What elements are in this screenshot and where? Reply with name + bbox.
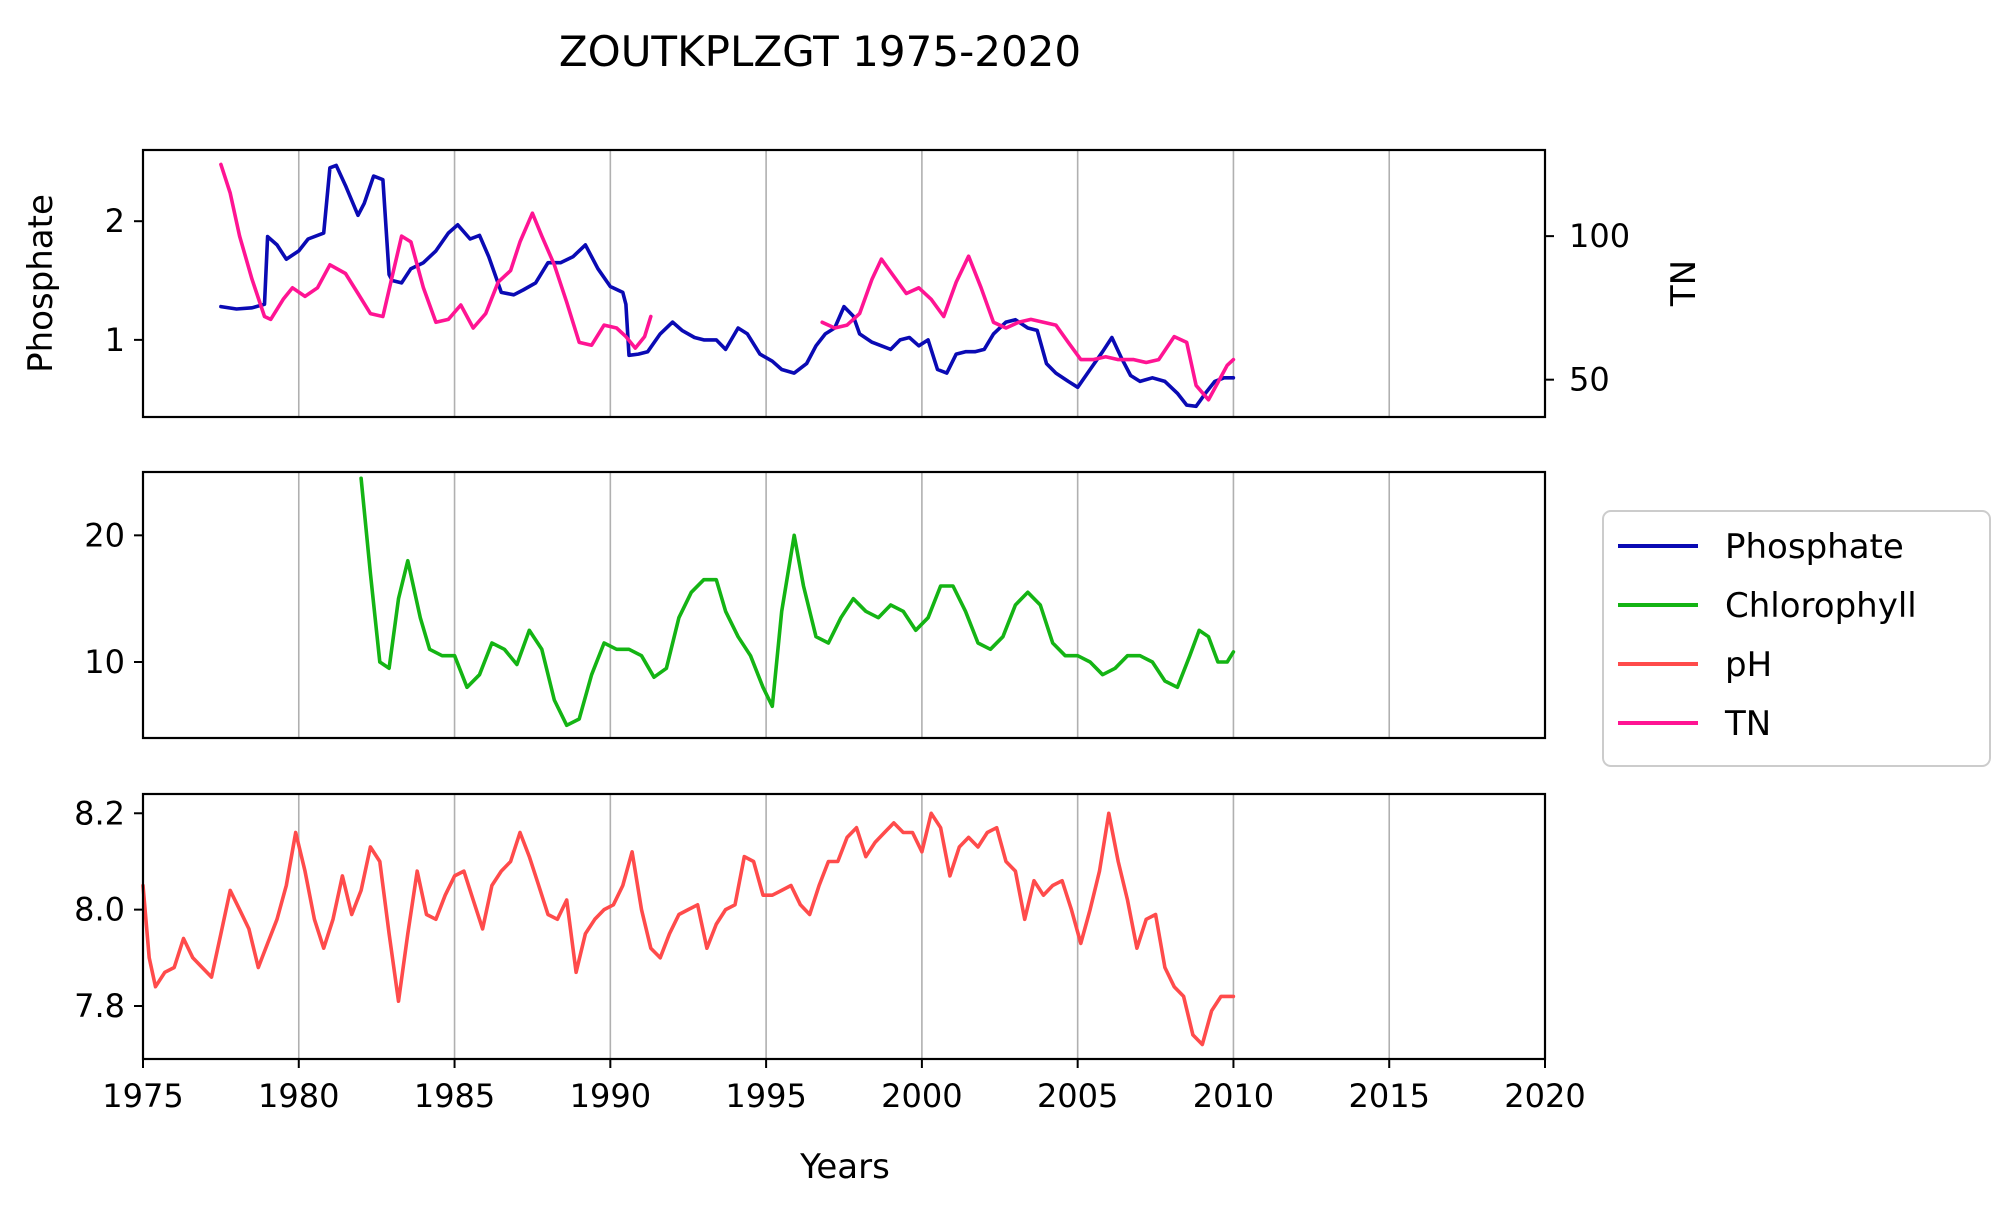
y-tick-label-top-1: 2 — [105, 202, 125, 240]
legend-frame — [1602, 510, 1991, 767]
x-tick-label-4: 1995 — [725, 1077, 806, 1115]
plot-frame-bottom — [141, 792, 1547, 1061]
series-line-chlorophyll-0 — [359, 476, 1236, 728]
x-tick-label-7: 2010 — [1193, 1077, 1274, 1115]
y-tick-label-bottom-1: 8.0 — [74, 891, 125, 929]
legend-label-ph: pH — [1725, 645, 1772, 685]
x-tick-label-1: 1980 — [258, 1077, 339, 1115]
panels-layer: 1 2 50 100 Phosphate TN 10 20 7.8 8.0 8.2 1975 1980 1… — [21, 148, 1704, 1115]
panel-top: 1 2 50 100 Phosphate TN — [21, 148, 1704, 419]
y2-axis-label: TN — [1664, 260, 1704, 307]
series-line-ph-0 — [141, 811, 1236, 1047]
x-tick-label-2: 1985 — [414, 1077, 495, 1115]
y-tick-label-bottom-2: 8.2 — [74, 794, 125, 832]
y-tick-label-middle-0: 10 — [84, 643, 125, 681]
x-tick-label-8: 2015 — [1349, 1077, 1430, 1115]
plot-frame-middle — [141, 470, 1547, 740]
panel-bottom: 7.8 8.0 8.2 1975 1980 1985 1990 1995 2000 2005 201… — [74, 792, 1586, 1115]
x-tick-label-0: 1975 — [102, 1077, 183, 1115]
plot-frame-top — [141, 148, 1547, 419]
legend-item-chlorophyll: Chlorophyll — [1618, 586, 1917, 626]
x-tick-label-6: 2005 — [1037, 1077, 1118, 1115]
legend-label-chlorophyll: Chlorophyll — [1725, 586, 1917, 626]
y-tick-label-top-0: 1 — [105, 321, 125, 359]
x-tick-label-3: 1990 — [570, 1077, 651, 1115]
legend-label-tn: TN — [1724, 704, 1771, 744]
legend-item-ph: pH — [1618, 645, 1772, 685]
chart-title: ZOUTKPLZGT 1975-2020 — [559, 27, 1081, 76]
y-tick-label-bottom-0: 7.8 — [74, 987, 125, 1025]
x-tick-label-9: 2020 — [1504, 1077, 1585, 1115]
x-tick-label-5: 2000 — [881, 1077, 962, 1115]
legend-item-phosphate: Phosphate — [1618, 527, 1904, 567]
panel-middle: 10 20 — [84, 470, 1547, 740]
legend-label-phosphate: Phosphate — [1725, 527, 1904, 567]
y2-tick-label-0: 50 — [1569, 361, 1610, 399]
x-axis-label: Years — [799, 1147, 890, 1187]
legend-item-tn: TN — [1618, 704, 1771, 744]
series-line-phosphate-0 — [219, 163, 1236, 409]
series-line-tn-1 — [219, 162, 653, 350]
y-axis-label-top: Phosphate — [21, 194, 61, 373]
y-tick-label-middle-1: 20 — [84, 516, 125, 554]
series-line-tn-2 — [820, 254, 1236, 402]
y2-tick-label-1: 100 — [1569, 217, 1630, 255]
legend: Phosphate Chlorophyll pH TN — [1602, 510, 1991, 767]
